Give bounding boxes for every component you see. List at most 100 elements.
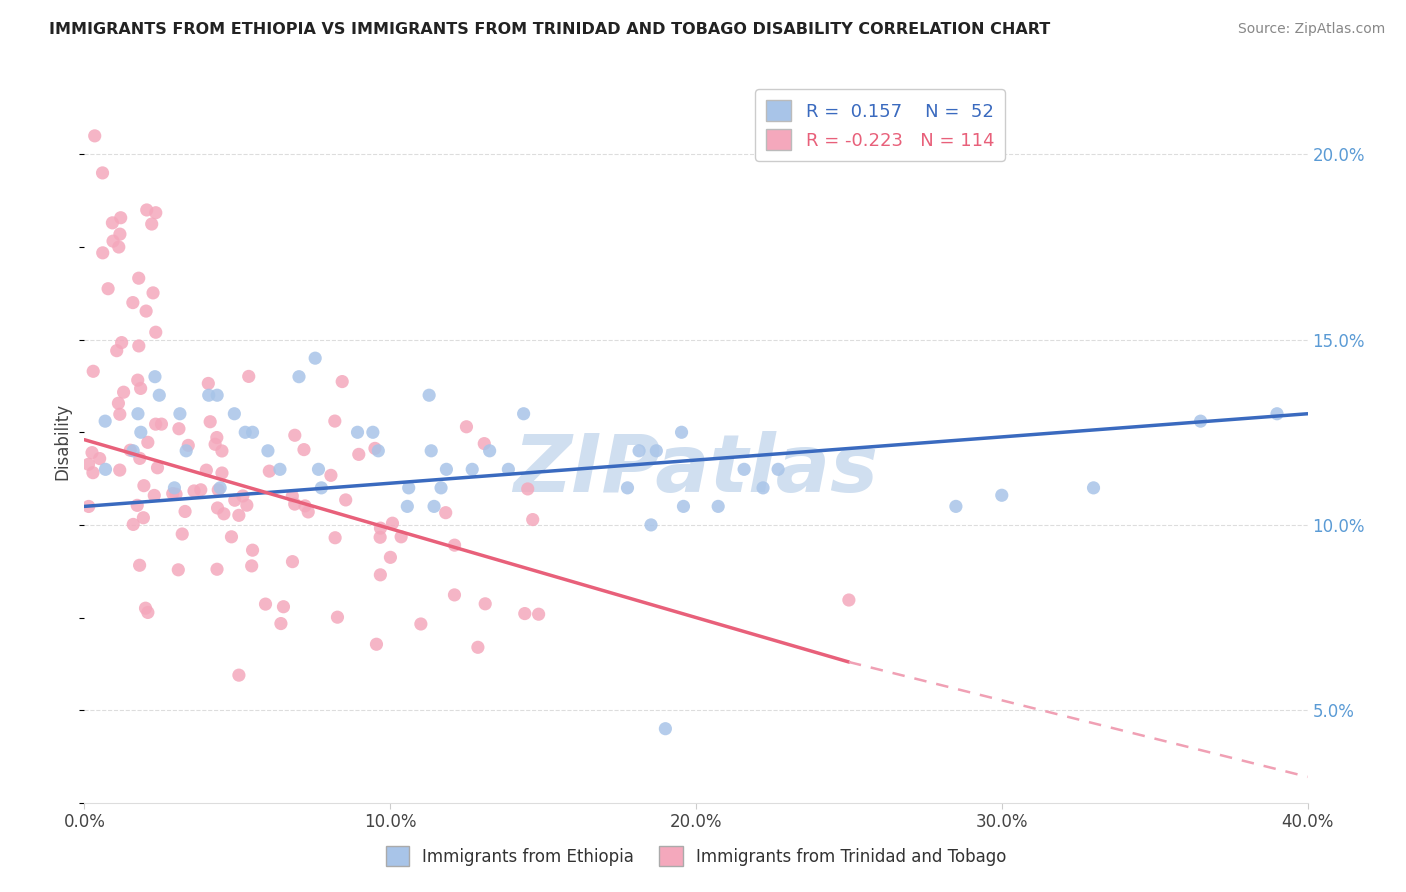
Point bbox=[77, 500, 100, 514]
Point bbox=[436, 462, 458, 476]
Point bbox=[323, 531, 346, 545]
Point bbox=[83, 128, 105, 143]
Point bbox=[628, 443, 651, 458]
Point bbox=[671, 425, 693, 440]
Point bbox=[110, 211, 132, 225]
Point bbox=[242, 425, 264, 440]
Point bbox=[945, 500, 967, 514]
Point bbox=[640, 517, 662, 532]
Point bbox=[91, 245, 114, 260]
Point bbox=[381, 516, 404, 531]
Point bbox=[183, 483, 205, 498]
Point bbox=[128, 558, 150, 573]
Point bbox=[174, 504, 197, 518]
Point bbox=[752, 481, 775, 495]
Point bbox=[143, 488, 166, 502]
Point bbox=[224, 493, 246, 508]
Point bbox=[145, 417, 167, 432]
Point bbox=[838, 593, 860, 607]
Point bbox=[108, 227, 131, 242]
Point bbox=[172, 527, 194, 541]
Point bbox=[94, 462, 117, 476]
Point bbox=[1189, 414, 1212, 428]
Point bbox=[135, 202, 157, 217]
Point bbox=[107, 396, 129, 410]
Point bbox=[472, 436, 495, 450]
Point bbox=[143, 369, 166, 384]
Point bbox=[165, 487, 187, 501]
Point bbox=[209, 481, 232, 495]
Point bbox=[190, 483, 212, 497]
Point bbox=[111, 335, 134, 350]
Point bbox=[284, 497, 307, 511]
Point bbox=[522, 512, 544, 526]
Point bbox=[212, 507, 235, 521]
Point bbox=[654, 722, 676, 736]
Point bbox=[108, 463, 131, 477]
Point bbox=[127, 499, 149, 513]
Point bbox=[361, 425, 384, 440]
Point bbox=[128, 271, 150, 285]
Point bbox=[242, 543, 264, 558]
Point bbox=[198, 415, 221, 429]
Point bbox=[195, 463, 218, 477]
Point bbox=[294, 499, 316, 513]
Point bbox=[132, 478, 155, 492]
Point bbox=[80, 445, 103, 459]
Point bbox=[1083, 481, 1105, 495]
Point bbox=[224, 407, 246, 421]
Point bbox=[319, 468, 342, 483]
Point bbox=[308, 462, 330, 476]
Point bbox=[707, 500, 730, 514]
Point bbox=[132, 510, 155, 524]
Point bbox=[105, 343, 128, 358]
Point bbox=[270, 616, 292, 631]
Point bbox=[145, 205, 167, 219]
Point bbox=[91, 166, 114, 180]
Point bbox=[467, 640, 489, 655]
Point bbox=[366, 637, 388, 651]
Point bbox=[616, 481, 638, 495]
Point bbox=[167, 422, 190, 436]
Point bbox=[292, 442, 315, 457]
Point bbox=[127, 407, 149, 421]
Point bbox=[101, 234, 124, 248]
Point bbox=[380, 550, 402, 565]
Y-axis label: Disability: Disability bbox=[53, 403, 72, 480]
Point bbox=[443, 538, 465, 552]
Point bbox=[94, 414, 117, 428]
Point bbox=[145, 325, 167, 339]
Point bbox=[284, 428, 307, 442]
Point bbox=[733, 462, 755, 476]
Point bbox=[297, 505, 319, 519]
Point bbox=[141, 217, 163, 231]
Point bbox=[281, 555, 304, 569]
Point bbox=[409, 617, 432, 632]
Point bbox=[232, 489, 254, 503]
Text: Source: ZipAtlas.com: Source: ZipAtlas.com bbox=[1237, 22, 1385, 37]
Point bbox=[197, 388, 219, 402]
Point bbox=[207, 483, 229, 497]
Point bbox=[82, 466, 104, 480]
Point bbox=[228, 508, 250, 523]
Point bbox=[122, 443, 145, 458]
Point bbox=[311, 481, 333, 495]
Point bbox=[236, 498, 259, 512]
Point bbox=[228, 668, 250, 682]
Point bbox=[398, 481, 420, 495]
Point bbox=[645, 443, 668, 458]
Point bbox=[443, 588, 465, 602]
Point bbox=[516, 482, 538, 496]
Point bbox=[370, 521, 392, 535]
Point bbox=[205, 562, 228, 576]
Point bbox=[150, 417, 173, 431]
Point bbox=[456, 419, 478, 434]
Point bbox=[478, 443, 501, 458]
Point bbox=[370, 567, 392, 582]
Point bbox=[135, 601, 157, 615]
Point bbox=[527, 607, 550, 622]
Point bbox=[127, 373, 149, 387]
Point bbox=[238, 369, 260, 384]
Point bbox=[420, 443, 443, 458]
Point bbox=[498, 462, 520, 476]
